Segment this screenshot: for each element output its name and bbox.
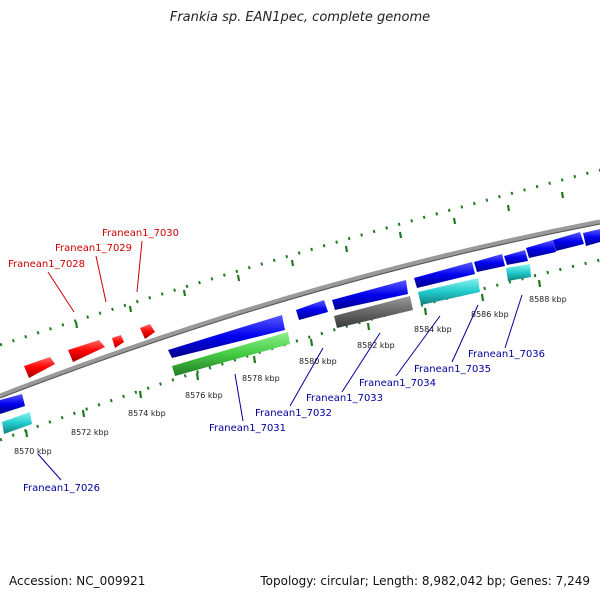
tick-label: 8572 kbp [71, 428, 109, 437]
gene-feature[interactable] [506, 264, 531, 281]
gene-feature[interactable] [0, 394, 25, 414]
gene-label[interactable]: Franean1_7035 [414, 364, 491, 375]
accession-text: Accession: NC_009921 [9, 574, 146, 588]
map-title: Frankia sp. EAN1pec, complete genome [169, 10, 431, 25]
gene-feature[interactable] [583, 229, 600, 246]
gene-feature[interactable] [296, 300, 328, 320]
forward-dotted-ring [0, 168, 600, 347]
gene-label[interactable]: Franean1_7034 [359, 378, 436, 389]
gene-label[interactable]: Franean1_7026 [23, 483, 100, 494]
forward-leader-lines [47, 240, 143, 313]
reverse-genes [0, 229, 600, 434]
tick-label: 8574 kbp [128, 409, 166, 418]
tick-label: 8582 kbp [357, 341, 395, 350]
tick-label: 8578 kbp [242, 374, 280, 383]
gene-feature[interactable] [68, 340, 105, 362]
gene-feature[interactable] [418, 278, 480, 305]
gene-feature[interactable] [414, 262, 475, 288]
gene-feature[interactable] [172, 332, 290, 376]
forward-gene-labels: Franean1_7028 Franean1_7029 Franean1_703… [8, 228, 179, 270]
gene-feature[interactable] [504, 250, 528, 265]
gene-label[interactable]: Franean1_7029 [55, 243, 132, 254]
genome-backbone [0, 219, 600, 399]
tick-label: 8580 kbp [299, 357, 337, 366]
gene-label[interactable]: Franean1_7028 [8, 259, 85, 270]
gene-feature[interactable] [553, 232, 584, 251]
forward-genes [24, 324, 155, 378]
gene-label[interactable]: Franean1_7030 [102, 228, 179, 239]
gene-feature[interactable] [2, 412, 32, 434]
tick-label: 8584 kbp [414, 325, 452, 334]
reverse-gene-labels: Franean1_7026 Franean1_7031 Franean1_703… [23, 349, 545, 494]
gene-feature[interactable] [112, 335, 124, 348]
gene-feature[interactable] [332, 280, 408, 310]
kbp-ticks [24, 279, 542, 438]
forward-ring-dashes [74, 191, 565, 329]
gene-feature[interactable] [474, 254, 505, 272]
gene-label[interactable]: Franean1_7033 [306, 393, 383, 404]
gene-feature[interactable] [168, 315, 285, 358]
tick-label: 8586 kbp [471, 310, 509, 319]
genome-summary: Topology: circular; Length: 8,982,042 bp… [260, 574, 590, 588]
tick-label: 8588 kbp [529, 295, 567, 304]
reverse-leader-lines [37, 294, 523, 481]
tick-label: 8576 kbp [185, 391, 223, 400]
gene-feature[interactable] [526, 240, 556, 258]
gene-feature[interactable] [24, 357, 55, 378]
gene-feature[interactable] [334, 296, 413, 328]
gene-label[interactable]: Franean1_7036 [468, 349, 545, 360]
gene-feature[interactable] [140, 324, 155, 339]
gene-label[interactable]: Franean1_7031 [209, 423, 286, 434]
tick-labels: 8570 kbp 8572 kbp 8574 kbp 8576 kbp 8578… [14, 295, 567, 456]
tick-label: 8570 kbp [14, 447, 52, 456]
gene-label[interactable]: Franean1_7032 [255, 408, 332, 419]
